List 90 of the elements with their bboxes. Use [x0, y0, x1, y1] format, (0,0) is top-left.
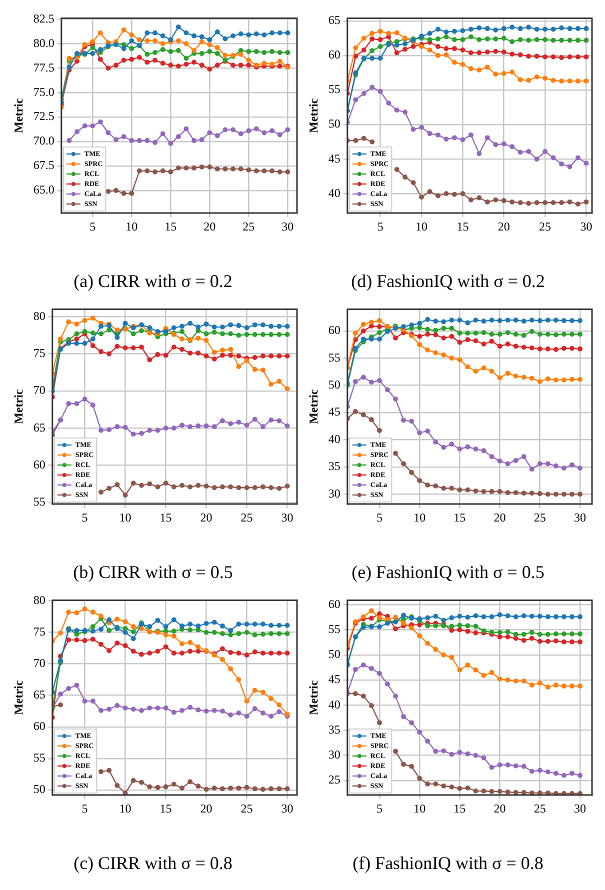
y-tick-label: 30	[328, 486, 340, 500]
x-tick-label: 20	[494, 510, 506, 524]
text: (a) CIRR with σ = 0.2	[74, 270, 232, 291]
y-tick-label: 80.0	[33, 36, 54, 50]
y-tick-label: 45	[328, 151, 340, 166]
x-tick-label: 30	[574, 801, 586, 816]
y-tick-label: 65.0	[33, 182, 54, 197]
x-tick-label: 30	[282, 219, 294, 234]
y-tick-label: 50	[33, 782, 46, 796]
x-tick-label: 25	[539, 219, 552, 234]
y-tick-label: 65	[328, 13, 340, 28]
x-tick-label: 10	[414, 801, 426, 816]
x-tick-label: 30	[281, 801, 294, 816]
x-tick-label: 30	[580, 219, 592, 234]
x-tick-label: 25	[534, 510, 546, 524]
y-axis-title: Metric	[11, 680, 26, 715]
y-tick-label: 35	[328, 722, 340, 736]
x-tick-label: 15	[456, 219, 469, 234]
y-tick-label: 75	[33, 624, 46, 639]
x-tick-label: 15	[454, 510, 466, 524]
y-tick-label: 60	[33, 719, 46, 734]
y-axis-title: Metric	[306, 680, 320, 715]
text: (e) FashionIQ with σ = 0.5	[352, 562, 544, 582]
y-tick-label: 55	[33, 494, 46, 509]
y-tick-label: 60	[328, 48, 340, 62]
y-tick-label: 80	[33, 592, 46, 607]
y-tick-label: 70	[33, 383, 46, 398]
y-tick-label: 50	[328, 378, 340, 392]
y-tick-label: 67.5	[33, 158, 54, 172]
y-tick-label: 40	[328, 432, 340, 446]
y-tick-label: 75	[33, 346, 46, 360]
x-tick-label: 25	[240, 801, 253, 816]
x-tick-label: 15	[160, 510, 172, 524]
x-tick-label: 15	[164, 219, 177, 234]
y-tick-label: 60	[33, 457, 46, 472]
y-tick-label: 77.5	[33, 60, 54, 74]
text: (f) FashionIQ with σ = 0.8	[352, 852, 544, 873]
y-tick-label: 65	[33, 420, 46, 434]
y-tick-label: 65	[33, 688, 46, 702]
y-axis-title: Metric	[306, 388, 320, 424]
y-tick-label: 60	[328, 323, 340, 338]
x-tick-label: 15	[454, 801, 466, 816]
x-tick-label: 20	[200, 510, 212, 524]
x-tick-label: 5	[377, 219, 384, 234]
y-tick-label: 80	[33, 308, 46, 323]
y-tick-label: 75.0	[33, 84, 54, 99]
y-axis-title: Metric	[11, 388, 26, 424]
text: (b) CIRR with σ = 0.5	[73, 562, 233, 582]
x-tick-label: 20	[204, 219, 216, 234]
y-tick-label: 70.0	[33, 134, 54, 148]
x-tick-label: 5	[82, 801, 88, 816]
y-tick-label: 40	[328, 697, 340, 712]
x-tick-label: 5	[90, 219, 96, 234]
y-tick-label: 45	[328, 404, 340, 419]
x-tick-label: 20	[498, 219, 510, 234]
x-tick-label: 5	[376, 801, 382, 816]
y-tick-label: 25	[328, 772, 340, 787]
x-tick-label: 25	[534, 801, 546, 816]
y-tick-label: 40	[328, 186, 340, 200]
x-tick-label: 10	[126, 219, 138, 234]
y-tick-label: 70	[33, 656, 46, 670]
y-tick-label: 72.5	[33, 109, 54, 124]
y-tick-label: 55	[33, 750, 46, 765]
y-axis-title: Metric	[306, 98, 320, 133]
x-tick-label: 30	[574, 510, 586, 524]
x-tick-label: 10	[119, 510, 132, 524]
text: (d) FashionIQ with σ = 0.2	[351, 270, 545, 291]
x-tick-label: 30	[281, 510, 294, 524]
x-tick-label: 5	[82, 510, 88, 524]
y-tick-label: 82.5	[33, 11, 54, 26]
x-tick-label: 10	[414, 510, 426, 524]
y-axis-title: Metric	[11, 98, 26, 133]
text: (c) CIRR with σ = 0.8	[74, 852, 232, 873]
x-tick-label: 20	[200, 801, 212, 816]
y-tick-label: 45	[328, 672, 340, 686]
x-tick-label: 15	[160, 801, 172, 816]
y-tick-label: 35	[328, 459, 340, 474]
y-tick-label: 30	[328, 747, 340, 762]
x-tick-label: 10	[416, 219, 428, 234]
x-tick-label: 10	[119, 801, 132, 816]
x-tick-label: 25	[242, 219, 255, 234]
y-tick-label: 50	[328, 116, 340, 131]
y-tick-label: 55	[328, 622, 340, 636]
y-tick-label: 60	[328, 596, 340, 611]
x-tick-label: 25	[240, 510, 253, 524]
y-tick-label: 50	[328, 647, 340, 662]
y-tick-label: 55	[328, 350, 340, 364]
x-tick-label: 5	[376, 510, 382, 524]
y-tick-label: 55	[328, 82, 340, 96]
x-tick-label: 20	[494, 801, 506, 816]
